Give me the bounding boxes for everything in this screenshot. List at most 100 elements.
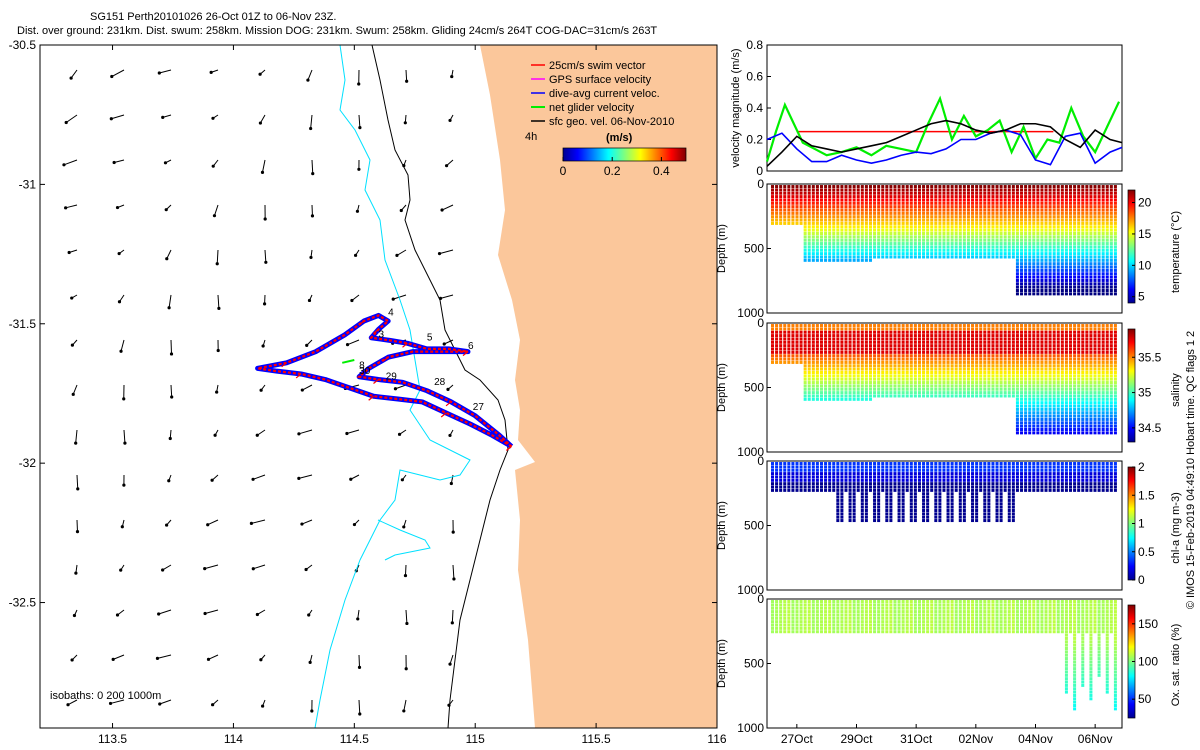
salinity-sample	[987, 344, 991, 348]
temperature-sample	[1089, 255, 1093, 259]
salinity-sample	[930, 374, 934, 378]
temperature-sample	[1089, 235, 1093, 239]
temperature-sample	[807, 215, 811, 219]
salinity-sample	[877, 327, 881, 331]
salinity-sample	[860, 370, 864, 374]
salinity-sample	[828, 354, 832, 358]
salinity-sample	[1073, 350, 1077, 354]
salinity-sample	[864, 354, 868, 358]
temperature-sample	[946, 191, 950, 195]
temperature-sample	[1003, 221, 1007, 225]
salinity-sample	[1093, 387, 1097, 391]
salinity-sample	[1036, 394, 1040, 398]
temperature-sample	[1024, 201, 1028, 205]
temperature-sample	[815, 228, 819, 232]
temperature-sample	[1040, 188, 1044, 192]
temperature-sample	[889, 235, 893, 239]
temperature-sample	[930, 235, 934, 239]
salinity-sample	[775, 347, 779, 351]
temperature-sample	[852, 198, 856, 202]
temperature-sample	[828, 215, 832, 219]
salinity-sample	[958, 357, 962, 361]
salinity-sample	[1085, 327, 1089, 331]
chl-a-sample	[840, 505, 844, 509]
salinity-sample	[815, 354, 819, 358]
salinity-sample	[840, 360, 844, 364]
temperature-sample	[848, 191, 852, 195]
temperature-sample	[1101, 201, 1105, 205]
temperature-sample	[926, 252, 930, 256]
salinity-sample	[1105, 327, 1109, 331]
salinity-sample	[987, 374, 991, 378]
salinity-sample	[1056, 431, 1060, 435]
salinity-sample	[975, 344, 979, 348]
chl-a-sample	[889, 519, 893, 523]
temperature-sample	[950, 211, 954, 215]
salinity-sample	[1060, 350, 1064, 354]
chl-a-sample	[852, 495, 856, 499]
temperature-sample	[1101, 265, 1105, 269]
temperature-sample	[1093, 265, 1097, 269]
temperature-sample	[942, 221, 946, 225]
salinity-sample	[807, 397, 811, 401]
salinity-sample	[1052, 417, 1056, 421]
temperature-sample	[1101, 211, 1105, 215]
temperature-sample	[1060, 198, 1064, 202]
temperature-sample	[1077, 258, 1081, 262]
salinity-sample	[893, 364, 897, 368]
temperature-sample	[979, 228, 983, 232]
temperature-sample	[885, 185, 889, 189]
chl-a-sample	[860, 505, 864, 509]
salinity-sample	[1036, 364, 1040, 368]
chl-a-sample	[836, 492, 840, 496]
salinity-sample	[966, 334, 970, 338]
salinity-sample	[922, 344, 926, 348]
salinity-sample	[832, 381, 836, 385]
temperature-sample	[1048, 221, 1052, 225]
temperature-sample	[1040, 255, 1044, 259]
temperature-sample	[856, 255, 860, 259]
salinity-sample	[1052, 364, 1056, 368]
salinity-sample	[901, 384, 905, 388]
temperature-sample	[954, 235, 958, 239]
temperature-sample	[905, 215, 909, 219]
temperature-sample	[1105, 242, 1109, 246]
salinity-sample	[901, 324, 905, 328]
salinity-sample	[893, 391, 897, 395]
chl-a-sample	[824, 482, 828, 486]
salinity-sample	[958, 327, 962, 331]
temperature-sample	[946, 245, 950, 249]
salinity-sample	[1060, 357, 1064, 361]
chl-a-sample	[815, 478, 819, 482]
temperature-sample	[1048, 245, 1052, 249]
salinity-sample	[1105, 367, 1109, 371]
chl-a-sample	[885, 475, 889, 479]
temperature-sample	[864, 252, 868, 256]
temperature-sample	[836, 195, 840, 199]
salinity-sample	[1003, 367, 1007, 371]
salinity-sample	[795, 337, 799, 341]
temperature-sample	[991, 205, 995, 209]
chl-a-sample	[881, 478, 885, 482]
geo-vector-head	[357, 665, 362, 670]
salinity-sample	[1056, 387, 1060, 391]
temperature-sample	[1097, 218, 1101, 222]
salinity-sample	[1077, 431, 1081, 435]
temperature-sample	[1044, 272, 1048, 276]
salinity-sample	[1015, 327, 1019, 331]
salinity-sample	[1085, 394, 1089, 398]
salinity-sample	[1036, 397, 1040, 401]
salinity-sample	[1044, 424, 1048, 428]
temperature-sample	[832, 211, 836, 215]
salinity-sample	[1089, 414, 1093, 418]
temperature-sample	[983, 208, 987, 212]
salinity-sample	[1089, 327, 1093, 331]
salinity-sample	[1064, 327, 1068, 331]
chl-a-sample	[824, 488, 828, 492]
chl-a-sample	[840, 475, 844, 479]
temperature-sample	[771, 185, 774, 189]
salinity-sample	[868, 360, 872, 364]
chl-a-sample	[877, 502, 881, 506]
geo-vector	[204, 564, 219, 570]
salinity-sample	[819, 391, 823, 395]
